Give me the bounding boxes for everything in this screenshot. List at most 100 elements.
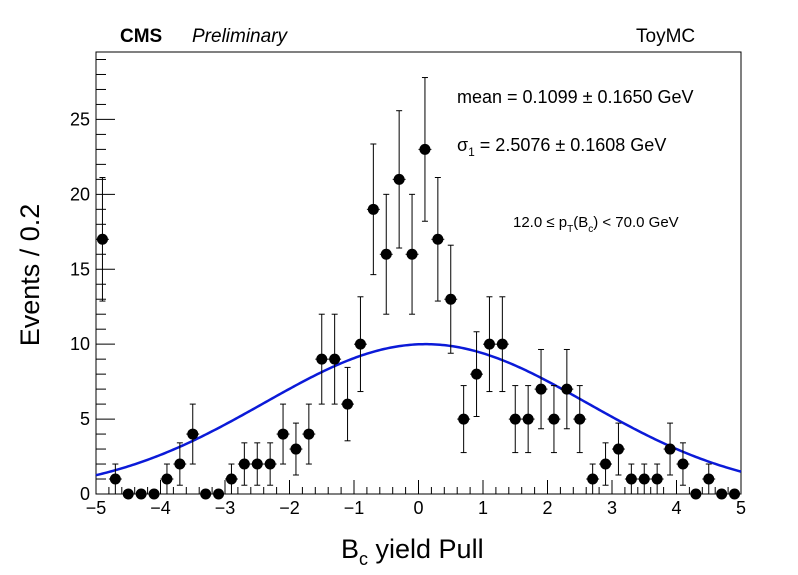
y-axis-title: Events / 0.2: [15, 204, 45, 347]
x-axis-title-main: B: [341, 534, 359, 564]
data-marker: [367, 203, 379, 215]
sample-label: ToyMC: [636, 26, 695, 47]
data-point: [573, 385, 587, 454]
data-marker: [174, 458, 186, 470]
data-marker: [277, 428, 289, 440]
cms-label: CMS: [120, 26, 162, 47]
data-point: [444, 244, 458, 354]
data-marker: [393, 173, 405, 185]
data-marker: [509, 413, 521, 425]
fit-curve-layer: [95, 342, 742, 477]
data-marker: [213, 488, 225, 500]
data-marker: [225, 473, 237, 485]
data-marker: [354, 338, 366, 350]
sigma-symbol: σ: [457, 135, 468, 155]
data-marker: [380, 248, 392, 260]
x-tick-label: −4: [150, 498, 171, 518]
data-point: [483, 296, 496, 393]
data-marker: [445, 293, 457, 305]
y-tick-label: 5: [80, 409, 90, 429]
x-axis-title: Bc yield Pull: [341, 534, 484, 569]
pt-range-prefix: 12.0 ≤ p: [513, 214, 567, 231]
data-marker: [290, 443, 302, 455]
data-point: [702, 463, 716, 495]
data-point: [521, 385, 535, 454]
x-tick-label: −2: [279, 498, 300, 518]
pt-range-annotation: 12.0 ≤ pT(Bc) < 70.0 GeV: [513, 214, 679, 235]
data-point: [354, 296, 367, 393]
x-tick-label: 0: [413, 498, 423, 518]
data-marker: [638, 473, 650, 485]
data-marker: [329, 353, 341, 365]
x-tick-label: −1: [344, 498, 365, 518]
data-marker: [200, 488, 212, 500]
tick-labels: −5 −4 −3 −2 −1 0 1 2 3 4 5 0 5 10 15 20 25: [70, 109, 746, 518]
data-marker: [612, 443, 624, 455]
data-point: [637, 463, 651, 495]
data-point: [250, 442, 264, 486]
data-point: [212, 488, 225, 500]
data-marker: [664, 443, 676, 455]
data-point: [728, 488, 741, 500]
y-tick-label: 10: [70, 334, 90, 354]
data-point: [676, 442, 690, 486]
data-point: [315, 313, 329, 405]
x-axis-title-rest: yield Pull: [368, 534, 484, 564]
data-point: [650, 463, 664, 495]
data-marker: [703, 473, 715, 485]
data-point: [186, 403, 200, 465]
data-marker: [109, 473, 121, 485]
data-marker: [729, 488, 741, 500]
data-point: [663, 422, 677, 476]
data-point: [392, 110, 406, 249]
y-tick-label: 15: [70, 259, 90, 279]
data-marker: [625, 473, 637, 485]
data-point: [134, 488, 148, 500]
data-point: [263, 442, 277, 486]
data-point: [624, 463, 638, 495]
data-point: [547, 385, 561, 454]
x-tick-label: 2: [542, 498, 552, 518]
data-marker: [574, 413, 586, 425]
sigma-annotation: σ1 = 2.5076 ± 0.1608 GeV: [457, 135, 666, 159]
pt-range-suffix: ) < 70.0 GeV: [593, 214, 678, 231]
pt-bc-subscript: c: [588, 224, 593, 235]
data-marker: [535, 383, 547, 395]
data-marker: [561, 383, 573, 395]
preliminary-label: Preliminary: [192, 26, 289, 47]
y-tick-label: 20: [70, 184, 90, 204]
data-point: [379, 193, 393, 315]
data-point: [418, 77, 432, 222]
data-point: [276, 403, 290, 465]
x-tick-label: 1: [478, 498, 488, 518]
data-point: [96, 177, 109, 302]
axis-ticks: [95, 58, 742, 495]
data-marker: [483, 338, 495, 350]
x-tick-label: −3: [215, 498, 236, 518]
data-point: [495, 296, 509, 393]
data-point: [689, 488, 703, 500]
data-marker: [135, 488, 147, 500]
x-tick-label: 5: [736, 498, 746, 518]
x-tick-label: 4: [671, 498, 681, 518]
data-point: [457, 385, 471, 454]
x-axis-title-subscript: c: [359, 549, 368, 569]
data-marker: [677, 458, 689, 470]
data-point: [599, 442, 612, 486]
data-marker: [406, 248, 418, 260]
data-point: [302, 403, 316, 465]
x-tick-label: −5: [86, 498, 107, 518]
data-point: [225, 463, 238, 495]
data-points: [96, 77, 741, 500]
data-marker: [600, 458, 612, 470]
data-point: [508, 385, 522, 454]
data-point: [237, 442, 251, 486]
data-marker: [496, 338, 508, 350]
data-point: [366, 143, 380, 276]
data-marker: [187, 428, 199, 440]
data-point: [328, 313, 342, 405]
pt-subscript: T: [567, 224, 573, 235]
data-marker: [148, 488, 160, 500]
data-marker: [458, 413, 470, 425]
